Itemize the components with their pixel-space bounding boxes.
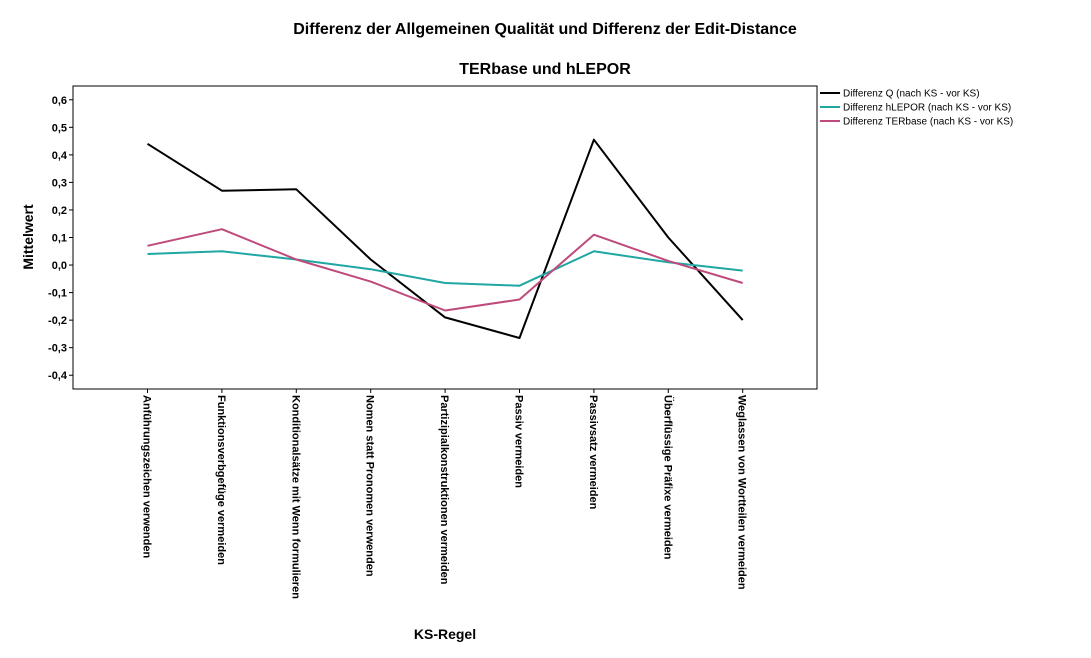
y-axis: -0,4 -0,3 -0,2 -0,1 0,0 0,1 0,2 0,3 0,4 0,5 0,6 — [48, 95, 73, 382]
series-lines — [146, 138, 744, 339]
x-tick-label: Weglassen von Wortteilen vermeiden — [736, 395, 748, 590]
chart-subtitle: TERbase und hLEPOR — [459, 61, 631, 78]
legend: Differenz Q (nach KS - vor KS) Differenz … — [820, 89, 1013, 128]
x-axis: Anführungszeichen verwenden Funktionsverb… — [141, 389, 748, 599]
plot-area — [72, 85, 818, 390]
y-tick-label: 0,0 — [52, 260, 67, 272]
x-tick-label: Überflüssige Präfixe vermeiden — [661, 395, 674, 560]
x-tick-label: Funktionsverbgefüge vermeiden — [215, 395, 227, 565]
y-tick-label: 0,2 — [52, 205, 67, 217]
legend-label: Differenz TERbase (nach KS - vor KS) — [843, 117, 1013, 128]
x-tick-label: Passiv vermeiden — [513, 395, 525, 488]
y-tick-label: -0,1 — [48, 288, 67, 300]
legend-label: Differenz Q (nach KS - vor KS) — [843, 89, 980, 100]
chart-title: Differenz der Allgemeinen Qualität und D… — [293, 21, 797, 38]
y-tick-label: 0,1 — [52, 233, 67, 245]
x-tick-label: Passivsatz vermeiden — [587, 395, 599, 510]
y-tick-label: 0,6 — [52, 95, 67, 107]
x-tick-label: Konditionalsätze mit Wenn formulieren — [289, 395, 301, 599]
x-tick-label: Partizipialkonstruktionen vermeiden — [438, 395, 450, 585]
y-tick-label: -0,3 — [48, 343, 67, 355]
x-tick-label: Nomen statt Pronomen verwenden — [364, 395, 376, 577]
y-tick-label: -0,2 — [48, 315, 67, 327]
y-tick-label: 0,3 — [52, 177, 67, 189]
legend-label: Differenz hLEPOR (nach KS - vor KS) — [843, 103, 1011, 114]
series-line-2 — [147, 250, 743, 287]
y-tick-label: 0,4 — [52, 150, 68, 162]
y-tick-label: 0,5 — [52, 122, 67, 134]
y-tick-label: -0,4 — [48, 370, 68, 382]
x-tick-label: Anführungszeichen verwenden — [141, 395, 153, 558]
x-axis-title: KS-Regel — [414, 626, 476, 642]
y-axis-title: Mittelwert — [20, 204, 36, 270]
series-line-3 — [147, 228, 743, 312]
series-line-1 — [146, 138, 744, 339]
